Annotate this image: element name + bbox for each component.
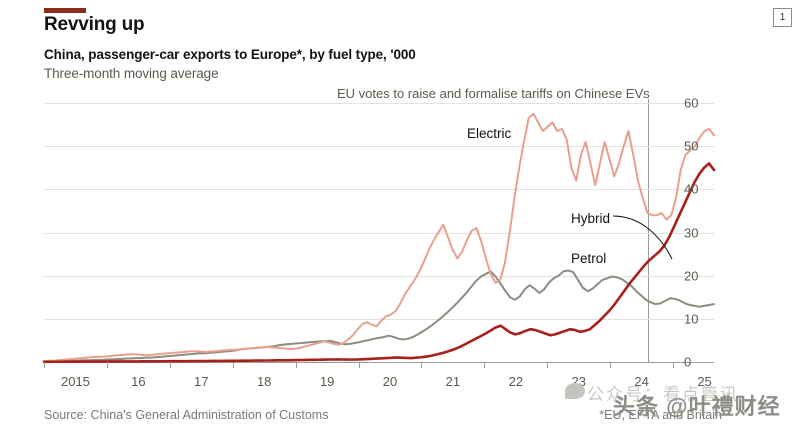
x-tick-label-21: 21 (445, 374, 461, 389)
y-axis-labels: 0 10 20 30 40 50 60 (676, 96, 736, 370)
x-tick-label-24: 24 (634, 374, 649, 389)
x-tick-18 (232, 362, 234, 368)
y-tick-label-40: 40 (684, 181, 699, 197)
series-label-hybrid: Hybrid (571, 211, 611, 226)
x-tick-25 (673, 362, 675, 368)
y-tick-label-30: 30 (684, 225, 699, 240)
figure-number-badge: 1 (773, 8, 792, 27)
series-path-electric (43, 112, 715, 363)
y-tick-label-20: 20 (684, 268, 699, 284)
y-tick-label-50: 50 (684, 138, 699, 154)
x-axis (44, 362, 714, 368)
x-tick-19 (295, 362, 297, 368)
series-lines (42, 112, 716, 364)
series-path-petrol (43, 269, 715, 363)
x-tick-label-16: 16 (131, 374, 146, 389)
x-tick-label-19: 19 (319, 374, 335, 389)
annotation-eu-tariff-vote: EU votes to raise and formalise tariffs … (337, 86, 650, 101)
y-tick-label-60: 60 (684, 95, 699, 111)
annotation-vertical-line (648, 99, 649, 363)
gridline-10 (44, 318, 714, 320)
gridline-40 (44, 189, 714, 191)
x-tick-label-20: 20 (382, 374, 398, 389)
x-tick-label-18: 18 (256, 374, 272, 389)
x-tick-17 (169, 362, 171, 368)
source-text: Source: China's General Administration o… (44, 408, 329, 422)
series-path-hybrid (42, 162, 716, 364)
y-tick-label-0: 0 (684, 354, 692, 370)
chart-subtitle: China, passenger-car exports to Europe*,… (44, 47, 416, 62)
gridline-0 (44, 362, 714, 363)
x-tick-22 (484, 362, 486, 368)
x-tick-23 (547, 362, 549, 368)
x-tick-label-25: 25 (697, 374, 712, 389)
x-tick-label-22: 22 (508, 374, 524, 389)
y-tick-label-10: 10 (684, 311, 699, 327)
x-tick-20 (358, 362, 360, 368)
gridline-20 (44, 275, 714, 277)
x-tick-16 (106, 362, 108, 368)
gridlines (44, 103, 714, 363)
x-tick-2015 (44, 362, 45, 368)
footnote-text: *EU, EFTA and Britain (599, 408, 722, 422)
series-label-petrol: Petrol (571, 251, 607, 266)
x-tick-label-2015: 2015 (60, 374, 90, 389)
x-tick-24 (610, 362, 612, 368)
series-label-electric: Electric (467, 126, 512, 141)
gridline-50 (44, 146, 714, 148)
page-title: Revving up (44, 14, 145, 35)
chart-note: Three-month moving average (44, 66, 219, 81)
accent-rule (44, 8, 86, 13)
plot-area (42, 103, 716, 364)
x-tick-label-17: 17 (194, 374, 209, 389)
x-tick-21 (421, 362, 423, 368)
gridline-60 (44, 103, 714, 104)
gridline-30 (44, 232, 714, 234)
